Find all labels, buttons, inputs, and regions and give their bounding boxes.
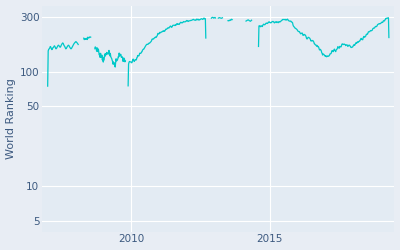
Y-axis label: World Ranking: World Ranking	[6, 78, 16, 159]
